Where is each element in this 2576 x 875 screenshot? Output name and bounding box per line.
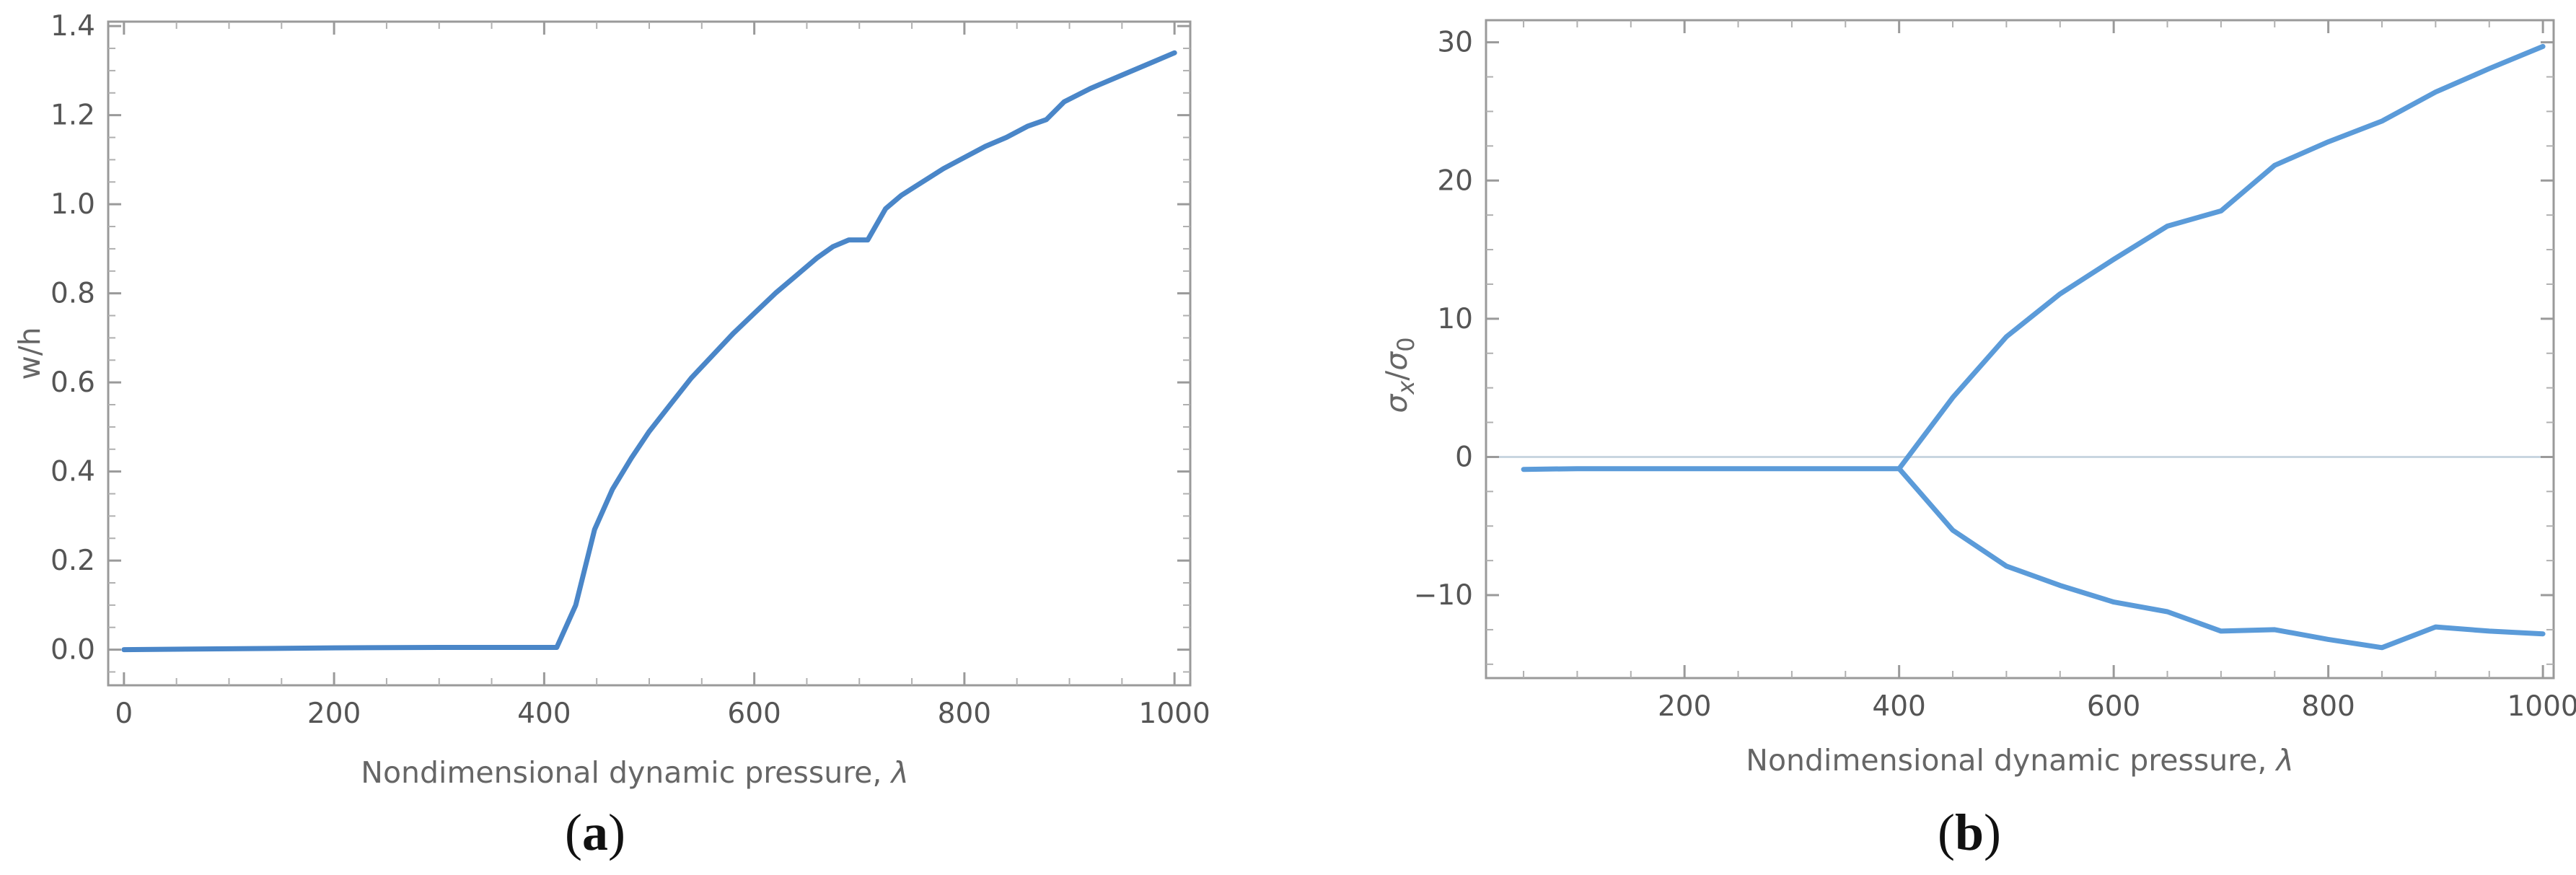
- series-line-a-1: [121, 50, 1177, 653]
- x-tick-label-a: 800: [938, 698, 991, 730]
- x-tick-labels-b: 200 400 600 800 1000: [1658, 690, 2576, 723]
- y-axis-label-b: σx/σ0: [1379, 337, 1420, 413]
- x-tick-label-b: 200: [1658, 690, 1711, 723]
- y-tick-label-a: 0.8: [50, 278, 95, 310]
- series-group-a: [121, 50, 1177, 653]
- y-tick-label-a: 0.6: [50, 366, 95, 399]
- y-tick-label-b: 30: [1437, 27, 1473, 59]
- chart-panel-a: 0 200 400 600 800 1000 0.0 0.2 0.4 0.6 0.8 1.0 1.2 1…: [12, 10, 1210, 861]
- y-tick-label-b: −10: [1414, 579, 1473, 612]
- x-tick-label-b: 1000: [2507, 690, 2576, 723]
- series-line-b-1: [1521, 43, 2546, 472]
- y-tick-label-a: 0.0: [50, 634, 95, 667]
- chart-panel-b: 200 400 600 800 1000 −10 0 10 20 30 Nondimension…: [1379, 19, 2576, 861]
- x-axis-label-a: Nondimensional dynamic pressure, λ: [361, 755, 908, 790]
- x-tick-label-a: 400: [517, 698, 571, 730]
- y-tick-label-a: 0.2: [50, 545, 95, 577]
- y-tick-label-b: 10: [1437, 303, 1473, 335]
- series-line-b-2: [1896, 466, 2546, 651]
- x-tick-label-a: 600: [727, 698, 781, 730]
- y-axis-label-a: w/h: [12, 327, 47, 379]
- y-tick-label-b: 0: [1455, 441, 1473, 473]
- y-tick-labels-a: 0.0 0.2 0.4 0.6 0.8 1.0 1.2 1.4: [50, 10, 95, 666]
- tick-marks-a: [108, 22, 1190, 685]
- y-tick-labels-b: −10 0 10 20 30: [1414, 27, 1473, 612]
- tick-marks-b: [1486, 20, 2554, 678]
- y-tick-label-a: 0.4: [50, 456, 95, 488]
- y-tick-label-a: 1.4: [50, 10, 95, 43]
- x-tick-label-b: 400: [1872, 690, 1925, 723]
- x-axis-label-b: Nondimensional dynamic pressure, λ: [1746, 743, 2293, 778]
- x-tick-label-b: 800: [2301, 690, 2355, 723]
- panel-caption-a: (a): [565, 804, 625, 861]
- y-tick-label-b: 20: [1437, 164, 1473, 197]
- plot-frame-b: [1485, 19, 2555, 680]
- x-tick-label-b: 600: [2087, 690, 2140, 723]
- plot-frame-a: [107, 20, 1192, 687]
- y-tick-label-a: 1.0: [50, 188, 95, 221]
- x-tick-label-a: 0: [115, 698, 133, 730]
- x-tick-label-a: 200: [307, 698, 361, 730]
- x-tick-labels-a: 0 200 400 600 800 1000: [115, 698, 1210, 730]
- series-group-b: [1521, 43, 2546, 651]
- x-tick-label-a: 1000: [1139, 698, 1210, 730]
- panel-caption-b: (b): [1938, 804, 2001, 861]
- y-tick-label-a: 1.2: [50, 100, 95, 132]
